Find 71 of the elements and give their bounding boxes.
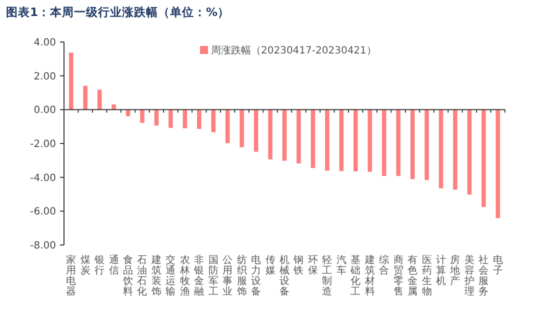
x-tick-label: 石油石化 — [137, 255, 148, 298]
bar — [168, 110, 173, 128]
bar — [112, 104, 116, 110]
x-tick-label: 环保 — [308, 255, 318, 276]
y-tick-label: -8.00 — [30, 240, 56, 252]
bar — [296, 110, 301, 164]
bar — [211, 110, 216, 132]
bar — [482, 110, 486, 207]
legend-label: 周涨跌幅（20230417-20230421） — [211, 44, 376, 56]
bar — [438, 110, 444, 188]
bar — [382, 110, 386, 176]
x-tick-label: 美容护理 — [463, 254, 474, 298]
bar — [83, 86, 88, 110]
x-tick-label: 公用事业 — [222, 254, 233, 298]
bar — [467, 110, 472, 195]
bar — [496, 110, 500, 218]
x-tick-label: 汽车 — [336, 254, 346, 276]
x-tick-label: 电力设备 — [251, 254, 262, 298]
x-tick-label: 轻工制造 — [322, 254, 332, 298]
x-tick-label: 纺织服饰 — [236, 254, 247, 298]
bar — [254, 110, 258, 152]
y-tick-label: -6.00 — [30, 206, 56, 218]
x-tick-label: 有色金属 — [408, 254, 418, 298]
bar — [154, 110, 159, 126]
y-tick-label: 4.00 — [34, 38, 56, 48]
bar — [325, 110, 330, 171]
bar — [282, 110, 287, 161]
x-tick-label: 农林牧渔 — [178, 255, 190, 298]
y-tick-label: 2.00 — [34, 71, 56, 82]
bar — [182, 110, 188, 128]
bar — [453, 110, 458, 190]
x-tick-label: 机械设备 — [280, 254, 290, 298]
bar — [424, 110, 429, 180]
x-tick-label: 医药生物 — [422, 255, 432, 298]
x-tick-label: 国防军工 — [208, 255, 218, 298]
x-tick-label: 钢铁 — [292, 255, 304, 276]
y-tick-label: -4.00 — [30, 172, 56, 184]
x-tick-label: 房地产 — [449, 254, 460, 287]
x-tick-label: 综合 — [379, 254, 390, 276]
y-tick-label: 0.00 — [34, 105, 56, 116]
bar — [97, 90, 102, 110]
bar — [240, 110, 244, 148]
x-tick-label: 传媒 — [265, 255, 276, 276]
x-tick-label: 非银金融 — [193, 254, 204, 298]
bar — [197, 110, 202, 129]
bar — [310, 110, 316, 168]
x-tick-label: 食品饮料 — [122, 254, 134, 298]
bar — [68, 52, 74, 110]
y-tick-label: -2.00 — [30, 139, 56, 150]
bar — [368, 110, 372, 172]
x-tick-label: 基础化工 — [350, 254, 361, 298]
bar — [140, 110, 144, 123]
bar — [268, 110, 272, 160]
x-tick-label: 建筑材料 — [364, 254, 375, 298]
bar — [225, 110, 230, 144]
x-tick-label: 建筑装饰 — [150, 254, 162, 298]
x-tick-label: 交通运输 — [166, 254, 176, 298]
bar — [396, 110, 400, 176]
x-tick-label: 煤炭 — [80, 254, 90, 276]
x-tick-label: 家用电器 — [66, 254, 76, 298]
x-tick-label: 银行 — [94, 255, 105, 276]
x-tick-label: 通信 — [108, 254, 119, 276]
x-tick-label: 商贸零售 — [393, 254, 404, 298]
bar — [410, 110, 415, 180]
x-tick-label: 电子 — [492, 254, 503, 276]
bar — [339, 110, 344, 172]
x-tick-label: 计算机 — [436, 254, 446, 287]
x-tick-label: 社会服务 — [478, 254, 489, 298]
chart-title: 图表1：本周一级行业涨跌幅（单位：%） — [6, 5, 230, 19]
bar — [353, 110, 358, 172]
bar — [126, 110, 130, 116]
